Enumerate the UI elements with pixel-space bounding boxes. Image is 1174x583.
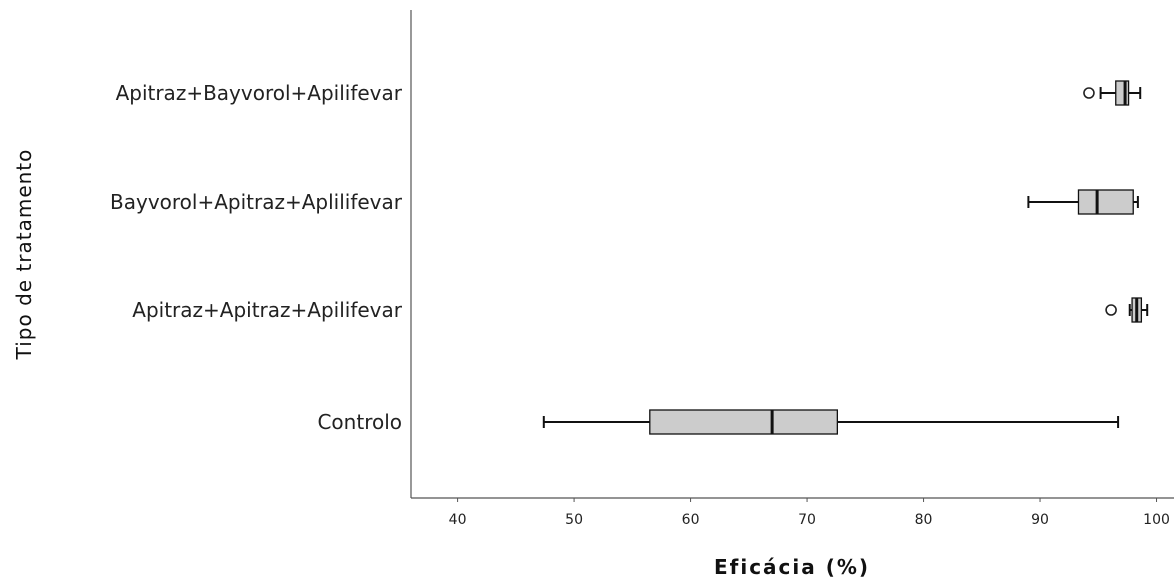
iqr-box (649, 409, 838, 435)
iqr-box (1077, 189, 1134, 215)
x-tick-label: 100 (1143, 512, 1170, 528)
x-tick-label: 90 (1031, 512, 1049, 528)
x-tick-label: 40 (449, 512, 467, 528)
x-tick-label: 60 (682, 512, 700, 528)
category-label: Bayvorol+Apitraz+Aplilifevar (110, 190, 403, 214)
x-ticks: 40 50 60 70 80 90 100 (449, 498, 1170, 528)
category-labels: Apitraz+Bayvorol+Apilifevar Bayvorol+Apit… (110, 81, 403, 434)
box-series-3 (1105, 297, 1149, 323)
y-axis-title: Tipo de tratamento (12, 149, 36, 361)
category-label: Apitraz+Bayvorol+Apilifevar (116, 81, 403, 105)
category-label: Controlo (317, 410, 402, 434)
box-series-1 (1083, 80, 1142, 106)
x-tick-label: 50 (565, 512, 583, 528)
category-label: Apitraz+Apitraz+Apilifevar (132, 298, 403, 322)
box-series-2 (1027, 189, 1139, 215)
x-tick-label: 70 (798, 512, 816, 528)
plot-area (542, 80, 1149, 435)
outlier-point (1083, 87, 1095, 99)
box-series-4 (542, 409, 1120, 435)
axes (410, 10, 1174, 499)
iqr-box (1115, 80, 1130, 106)
outlier-point (1105, 304, 1117, 316)
x-tick-label: 80 (915, 512, 933, 528)
x-axis-title: Eficácia (%) (714, 555, 870, 579)
